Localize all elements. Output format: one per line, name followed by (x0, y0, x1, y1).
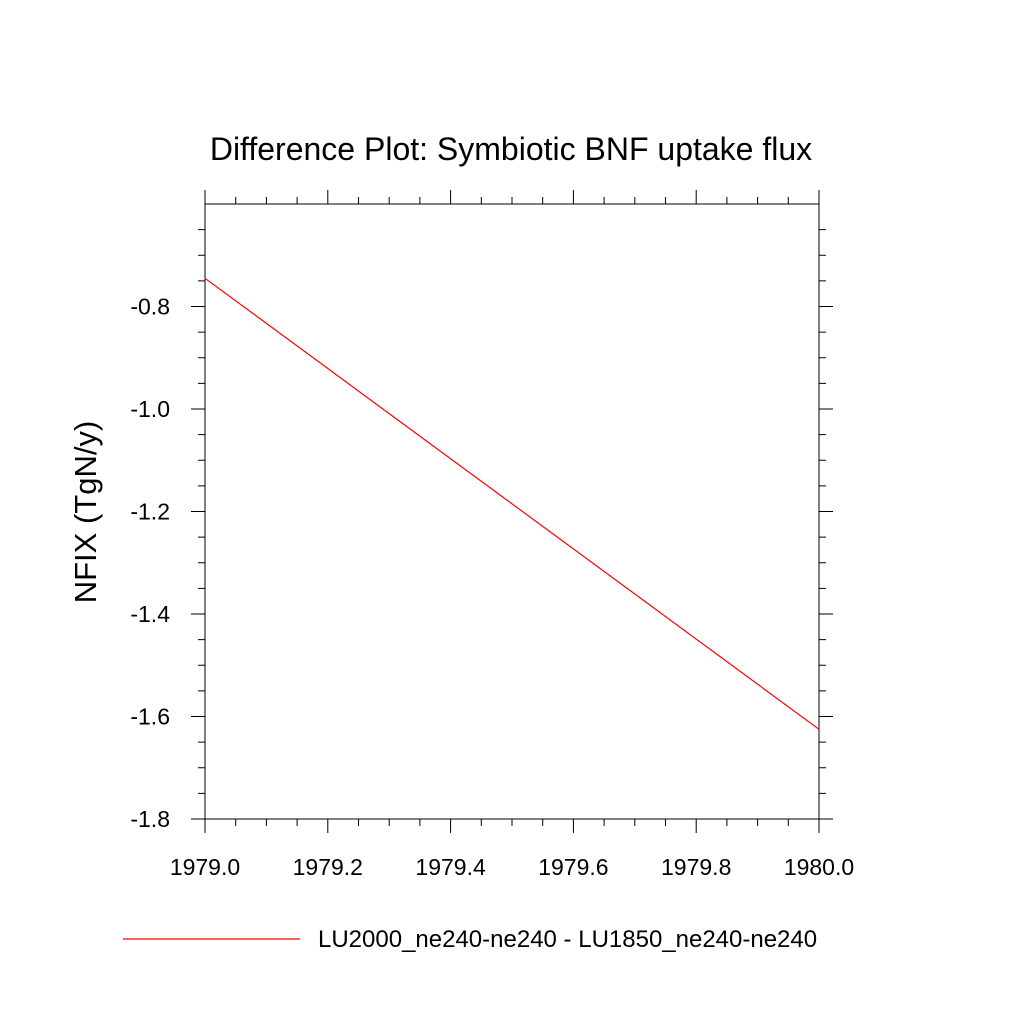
x-tick-label: 1980.0 (784, 854, 854, 880)
y-axis-label: NFIX (TgN/y) (68, 421, 103, 604)
y-tick-label: -1.8 (130, 806, 170, 832)
x-tick-label: 1979.4 (415, 854, 486, 880)
x-tick-label: 1979.6 (538, 854, 608, 880)
x-tick-label: 1979.0 (170, 854, 240, 880)
y-tick-label: -1.0 (130, 396, 170, 422)
plot-border (204, 203, 820, 820)
plot-frame (204, 203, 820, 820)
legend-label: LU2000_ne240-ne240 - LU1850_ne240-ne240 (318, 926, 817, 953)
series-line (204, 277, 820, 730)
x-tick-labels: 1979.0 1979.2 1979.4 1979.6 1979.8 1980.0 (170, 854, 854, 880)
x-tick-label: 1979.8 (661, 854, 731, 880)
y-tick-label: -1.4 (130, 601, 170, 627)
y-tick-label: -1.2 (130, 499, 170, 525)
y-tick-label: -0.8 (130, 294, 170, 320)
series-lines (204, 277, 820, 730)
chart-title: Difference Plot: Symbiotic BNF uptake fl… (210, 131, 812, 167)
major-ticks (191, 190, 833, 833)
y-tick-label: -1.6 (130, 704, 170, 730)
minor-ticks (198, 197, 826, 826)
legend: LU2000_ne240-ne240 - LU1850_ne240-ne240 (123, 926, 817, 953)
x-tick-label: 1979.2 (293, 854, 363, 880)
y-tick-labels: -1.8 -1.6 -1.4 -1.2 -1.0 -0.8 (130, 294, 170, 833)
